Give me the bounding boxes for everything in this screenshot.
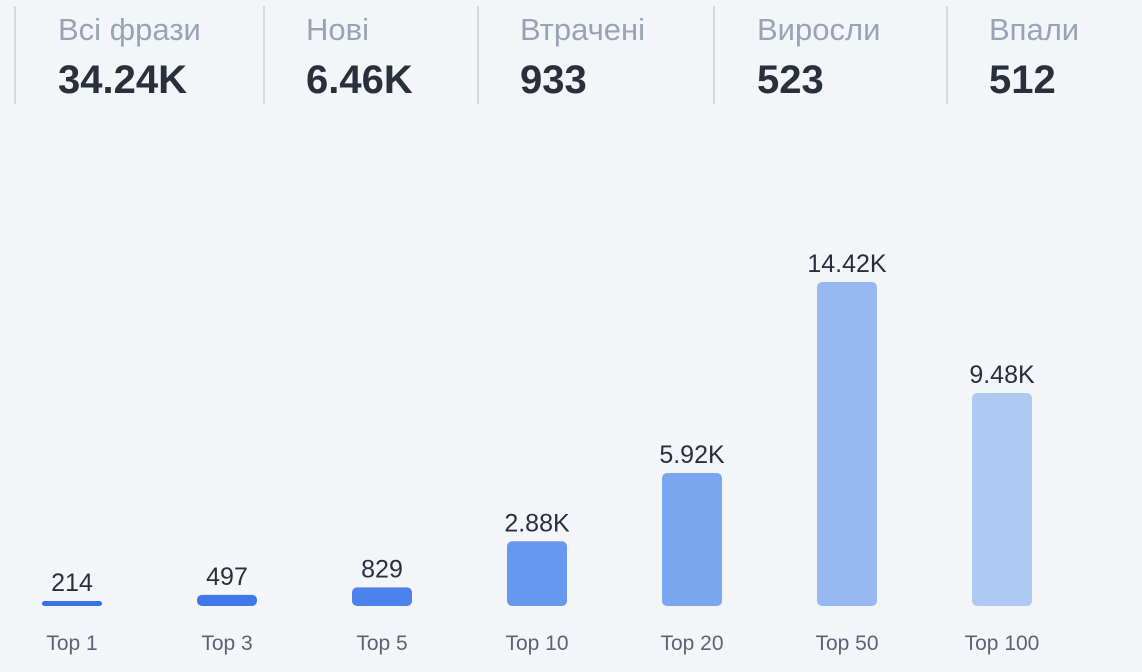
x-tick-label: Top 1: [46, 632, 97, 655]
bar-value-label: 2.88K: [504, 509, 570, 537]
bar-value-label: 9.48K: [969, 361, 1035, 389]
stat-all-phrases[interactable]: Всі фрази 34.24K: [14, 6, 201, 104]
bar-top-1[interactable]: [42, 601, 102, 606]
stat-lost[interactable]: Втрачені 933: [477, 6, 645, 104]
stat-grew[interactable]: Виросли 523: [713, 6, 880, 104]
x-tick-label: Top 50: [815, 632, 878, 655]
bar-top-5[interactable]: [352, 587, 412, 606]
bar-top-10[interactable]: [507, 541, 567, 606]
bar-value-label: 14.42K: [807, 250, 887, 278]
x-tick-label: Top 20: [660, 632, 723, 655]
stat-value: 34.24K: [58, 58, 187, 102]
stats-row: Всі фрази 34.24K Нові 6.46K Втрачені 933…: [0, 0, 1142, 110]
stat-label: Виросли: [757, 12, 881, 47]
bar-value-label: 5.92K: [659, 441, 725, 469]
x-tick-label: Top 10: [505, 632, 568, 655]
stat-label: Всі фрази: [58, 12, 201, 47]
stat-value: 512: [989, 58, 1056, 102]
bar-top-3[interactable]: [197, 594, 257, 606]
stat-label: Втрачені: [520, 12, 646, 47]
x-tick-label: Top 5: [356, 632, 407, 655]
x-tick-label: Top 100: [965, 632, 1040, 655]
bar-top-20[interactable]: [662, 472, 722, 606]
bar-top-50[interactable]: [817, 282, 877, 606]
bar-top-100[interactable]: [972, 392, 1032, 606]
stat-value: 933: [520, 58, 587, 102]
stat-label: Впали: [989, 12, 1080, 47]
stat-value: 6.46K: [306, 58, 413, 102]
stat-fell[interactable]: Впали 512: [946, 6, 1079, 104]
bar-value-label: 214: [51, 569, 93, 597]
x-tick-label: Top 3: [201, 632, 252, 655]
stat-new[interactable]: Нові 6.46K: [263, 6, 413, 104]
bar-value-label: 829: [361, 555, 403, 583]
stat-label: Нові: [306, 12, 369, 47]
stat-value: 523: [757, 58, 824, 102]
bar-value-label: 497: [206, 563, 248, 591]
